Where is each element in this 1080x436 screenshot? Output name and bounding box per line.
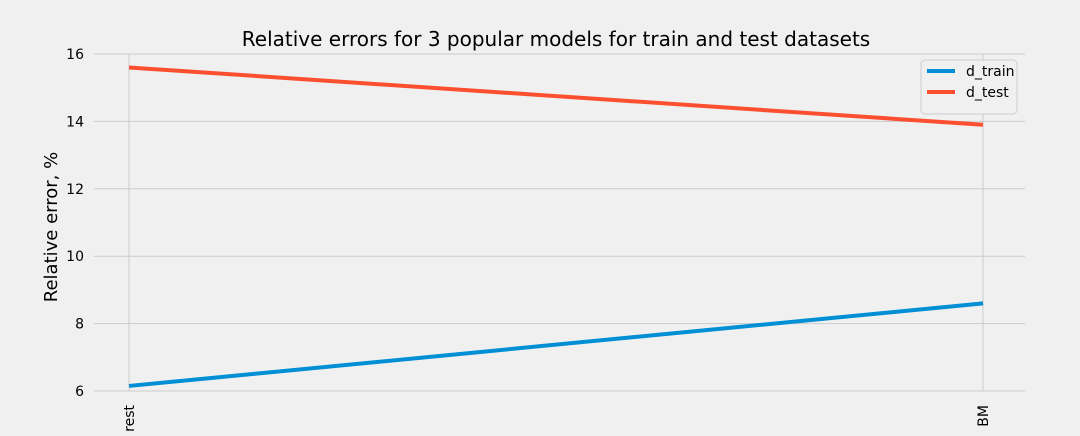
y-tick-label: 8 xyxy=(75,317,84,333)
y-axis-label: Relative error, % xyxy=(41,152,62,302)
legend-label: d_test xyxy=(966,85,1009,101)
legend-label: d_train xyxy=(966,64,1014,80)
y-tick-label: 16 xyxy=(66,47,84,63)
y-tick-label: 14 xyxy=(66,114,84,130)
legend-box xyxy=(920,59,1018,115)
axis-ticks: 6 8 10 12 14 16 rest BM xyxy=(66,47,992,432)
series-line-d-test xyxy=(128,65,984,127)
x-tick-label: rest xyxy=(122,405,138,432)
y-tick-label: 10 xyxy=(66,249,84,265)
series xyxy=(128,65,984,388)
series-line-d-train xyxy=(128,301,984,388)
chart-title: Relative errors for 3 popular models for… xyxy=(242,27,870,51)
y-tick-label: 6 xyxy=(75,384,84,400)
y-tick-label: 12 xyxy=(66,182,84,198)
legend: d_train d_test xyxy=(920,59,1018,115)
x-tick-label: BM xyxy=(976,405,992,427)
grid xyxy=(94,53,1025,392)
